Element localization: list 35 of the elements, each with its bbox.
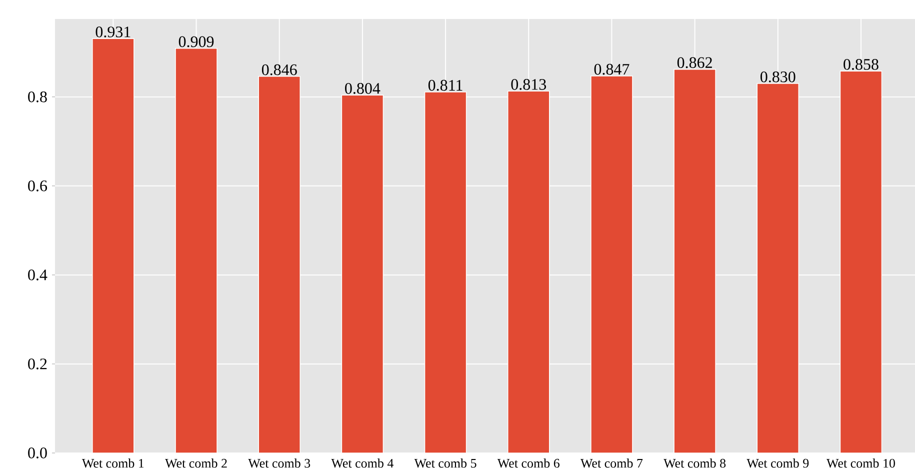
data-label: 0.813 bbox=[511, 79, 546, 90]
bar bbox=[424, 92, 467, 453]
x-tick-label: Wet comb 1 bbox=[82, 458, 144, 468]
bar bbox=[258, 76, 301, 453]
x-tick-label: Wet comb 4 bbox=[331, 458, 394, 468]
bar bbox=[341, 94, 384, 453]
y-tick-label: 0.8 bbox=[28, 91, 47, 102]
bar bbox=[175, 48, 218, 453]
x-tick-label: Wet comb 5 bbox=[414, 458, 476, 468]
x-tick-label: Wet comb 7 bbox=[580, 458, 643, 468]
y-tick-label: 0.6 bbox=[28, 180, 48, 192]
x-tick-label: Wet comb 3 bbox=[248, 458, 310, 468]
x-tick-label: Wet comb 8 bbox=[664, 458, 726, 468]
data-label: 0.847 bbox=[594, 64, 630, 75]
y-tick-label: 0.2 bbox=[28, 358, 47, 370]
x-tick-label: Wet comb 2 bbox=[165, 458, 227, 468]
data-label: 0.846 bbox=[262, 64, 297, 76]
bar bbox=[590, 76, 633, 453]
x-tick-label: Wet comb 6 bbox=[497, 458, 560, 468]
bar bbox=[507, 90, 550, 453]
y-tick-label: 0.0 bbox=[28, 448, 47, 458]
x-tick-label: Wet comb 9 bbox=[746, 458, 809, 468]
data-label: 0.931 bbox=[96, 26, 130, 38]
x-tick-label: Wet comb 10 bbox=[826, 458, 895, 468]
bar bbox=[92, 38, 134, 453]
bar bbox=[840, 70, 882, 453]
bar bbox=[674, 68, 716, 453]
data-label: 0.830 bbox=[760, 71, 796, 82]
bar bbox=[756, 83, 800, 453]
y-tick-label: 0.4 bbox=[28, 270, 48, 280]
data-label: 0.811 bbox=[428, 80, 462, 91]
data-label: 0.858 bbox=[844, 59, 878, 70]
data-label: 0.909 bbox=[178, 36, 214, 48]
data-label: 0.862 bbox=[677, 57, 712, 68]
data-label: 0.804 bbox=[345, 83, 380, 94]
